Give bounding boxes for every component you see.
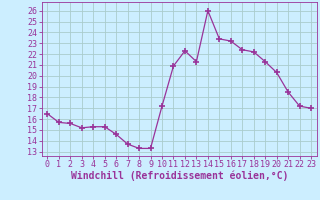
X-axis label: Windchill (Refroidissement éolien,°C): Windchill (Refroidissement éolien,°C) <box>70 171 288 181</box>
